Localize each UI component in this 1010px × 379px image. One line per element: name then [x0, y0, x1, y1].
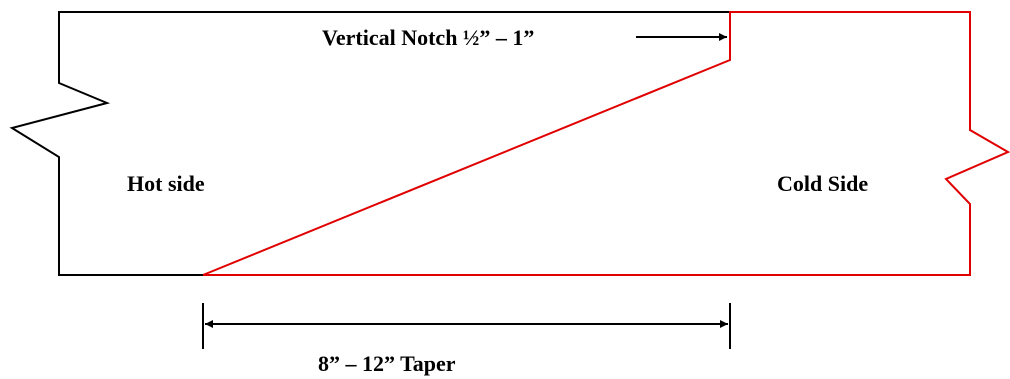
vertical-notch-label: Vertical Notch ½” – 1”	[322, 25, 534, 50]
hot-side-outline	[9, 11, 730, 276]
taper-label: 8” – 12” Taper	[318, 351, 456, 376]
hot-side-label: Hot side	[127, 171, 205, 196]
cold-side-label: Cold Side	[777, 171, 868, 196]
cold-side-outline	[202, 11, 1010, 276]
